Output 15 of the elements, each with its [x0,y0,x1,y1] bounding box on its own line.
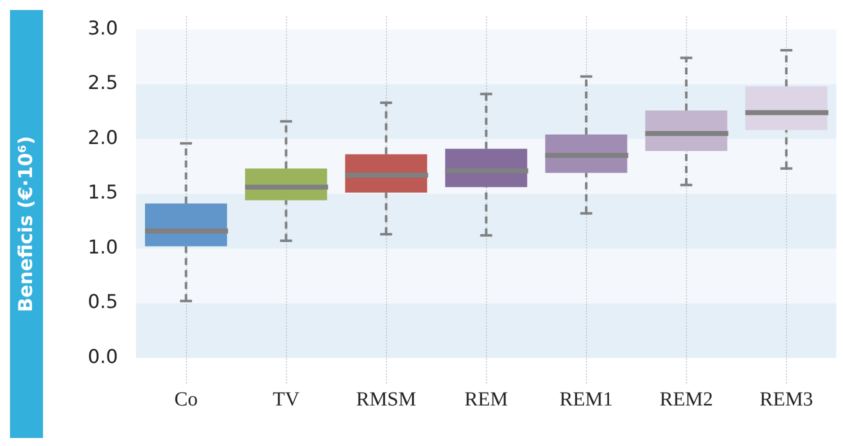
x-tick-label: REM1 [560,388,613,410]
y-tick-label: 0.5 [88,291,118,314]
x-tick-label: Co [174,388,198,410]
x-tick-label: REM [464,388,508,410]
x-tick-label: REM2 [660,388,713,410]
y-tick-label: 1.5 [88,182,118,204]
x-tick-label: REM3 [760,388,813,410]
y-tick-label: 2.0 [88,126,118,149]
y-tick-label: 2.5 [88,72,118,94]
y-tick-label: 0.0 [88,346,118,368]
x-tick-label: RMSM [356,388,416,410]
x-tick-label: TV [272,388,300,410]
y-tick-label: 1.0 [88,236,118,258]
y-axis-title: Beneficis (€·10⁶) [16,136,38,312]
y-tick-label: 3.0 [88,17,118,40]
